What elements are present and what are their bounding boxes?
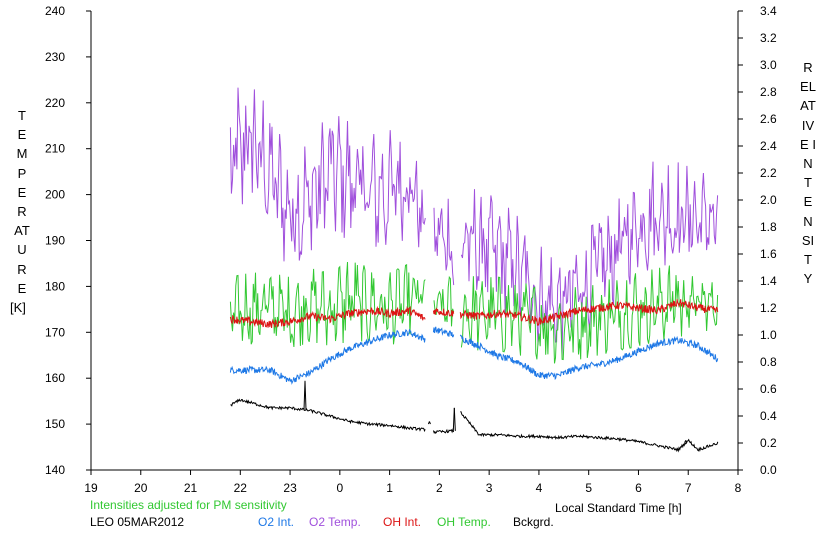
- o2-temp-series-line: [229, 87, 426, 262]
- x-tick-label: 20: [134, 481, 148, 495]
- oh-temp-series-line: [433, 275, 455, 327]
- x-tick-label: 22: [234, 481, 248, 495]
- y-left-tick-label: 210: [45, 142, 65, 156]
- y-right-tick-label: 3.2: [760, 31, 777, 45]
- background-series-line: [460, 411, 719, 453]
- y-left-tick-label: 180: [45, 279, 65, 293]
- y-axis-left-title: TEMPERATURE: [14, 108, 30, 296]
- y-right-tick-label: 0.2: [760, 436, 777, 450]
- y-right-tick-label: 1.4: [760, 274, 777, 288]
- legend-oh-temp: OH Temp.: [437, 515, 491, 529]
- o2-temp-series-line: [433, 198, 455, 286]
- y-right-tick-label: 0.6: [760, 382, 777, 396]
- y-left-tick-label: 170: [45, 325, 65, 339]
- x-tick-label: 0: [337, 481, 344, 495]
- y-axis-left-unit: [K]: [10, 300, 26, 315]
- legend-o2-temp: O2 Temp.: [309, 515, 361, 529]
- x-tick-label: 4: [536, 481, 543, 495]
- background-series-spike: [428, 421, 431, 425]
- series-layer: [229, 87, 719, 453]
- y-left-tick-label: 230: [45, 50, 65, 64]
- y-right-tick-label: 2.6: [760, 112, 777, 126]
- y-left-tick-label: 240: [45, 4, 65, 18]
- y-right-tick-label: 2.0: [760, 193, 777, 207]
- x-tick-label: 1: [386, 481, 393, 495]
- y-right-tick-label: 3.4: [760, 4, 777, 18]
- y-left-tick-label: 160: [45, 371, 65, 385]
- sensitivity-note: Intensities adjusted for PM sensitivity: [90, 498, 287, 512]
- y-right-tick-label: 2.4: [760, 139, 777, 153]
- station-label: LEO 05MAR2012: [90, 515, 185, 529]
- x-tick-label: 7: [685, 481, 692, 495]
- x-tick-label: 6: [635, 481, 642, 495]
- y-left-tick-label: 150: [45, 417, 65, 431]
- o2-int-series-line: [432, 326, 455, 338]
- x-axis-title: Local Standard Time [h]: [555, 501, 682, 515]
- y-axis-right-title: RELATIVE INTENSITY: [800, 60, 816, 287]
- y-right-tick-label: 0.8: [760, 355, 777, 369]
- x-tick-label: 23: [283, 481, 297, 495]
- y-right-tick-label: 1.2: [760, 301, 777, 315]
- y-right-tick-label: 1.6: [760, 247, 777, 261]
- background-series-spike: [685, 440, 688, 443]
- background-series-spike: [304, 380, 307, 410]
- y-left-tick-label: 190: [45, 234, 65, 248]
- chart-axes: 1401501601701801902002102202302400.00.20…: [45, 4, 777, 495]
- oh-int-series-line: [229, 305, 426, 328]
- legend-bckgrd: Bckgrd.: [513, 515, 554, 529]
- y-right-tick-label: 2.2: [760, 166, 777, 180]
- y-left-tick-label: 220: [45, 96, 65, 110]
- x-tick-label: 3: [486, 481, 493, 495]
- y-right-tick-label: 1.0: [760, 328, 777, 342]
- background-series-line: [230, 398, 426, 433]
- x-tick-label: 21: [184, 481, 198, 495]
- y-right-tick-label: 1.8: [760, 220, 777, 234]
- x-tick-label: 19: [84, 481, 98, 495]
- y-left-tick-label: 140: [45, 463, 65, 477]
- y-right-tick-label: 0.4: [760, 409, 777, 423]
- legend-oh-int: OH Int.: [383, 515, 422, 529]
- background-series-line: [432, 428, 455, 434]
- o2-int-series-line: [229, 329, 426, 385]
- o2-int-series-line: [459, 334, 719, 381]
- y-right-tick-label: 2.8: [760, 85, 777, 99]
- oh-temp-series-line: [460, 265, 719, 364]
- y-right-tick-label: 0.0: [760, 463, 777, 477]
- y-right-tick-label: 3.0: [760, 58, 777, 72]
- background-series-spike: [453, 407, 456, 431]
- legend-o2-int: O2 Int.: [258, 515, 295, 529]
- oh-int-series-line: [432, 307, 455, 317]
- x-tick-label: 5: [585, 481, 592, 495]
- x-tick-label: 2: [436, 481, 443, 495]
- y-left-tick-label: 200: [45, 188, 65, 202]
- oh-int-series-line: [459, 299, 719, 327]
- x-tick-label: 8: [735, 481, 742, 495]
